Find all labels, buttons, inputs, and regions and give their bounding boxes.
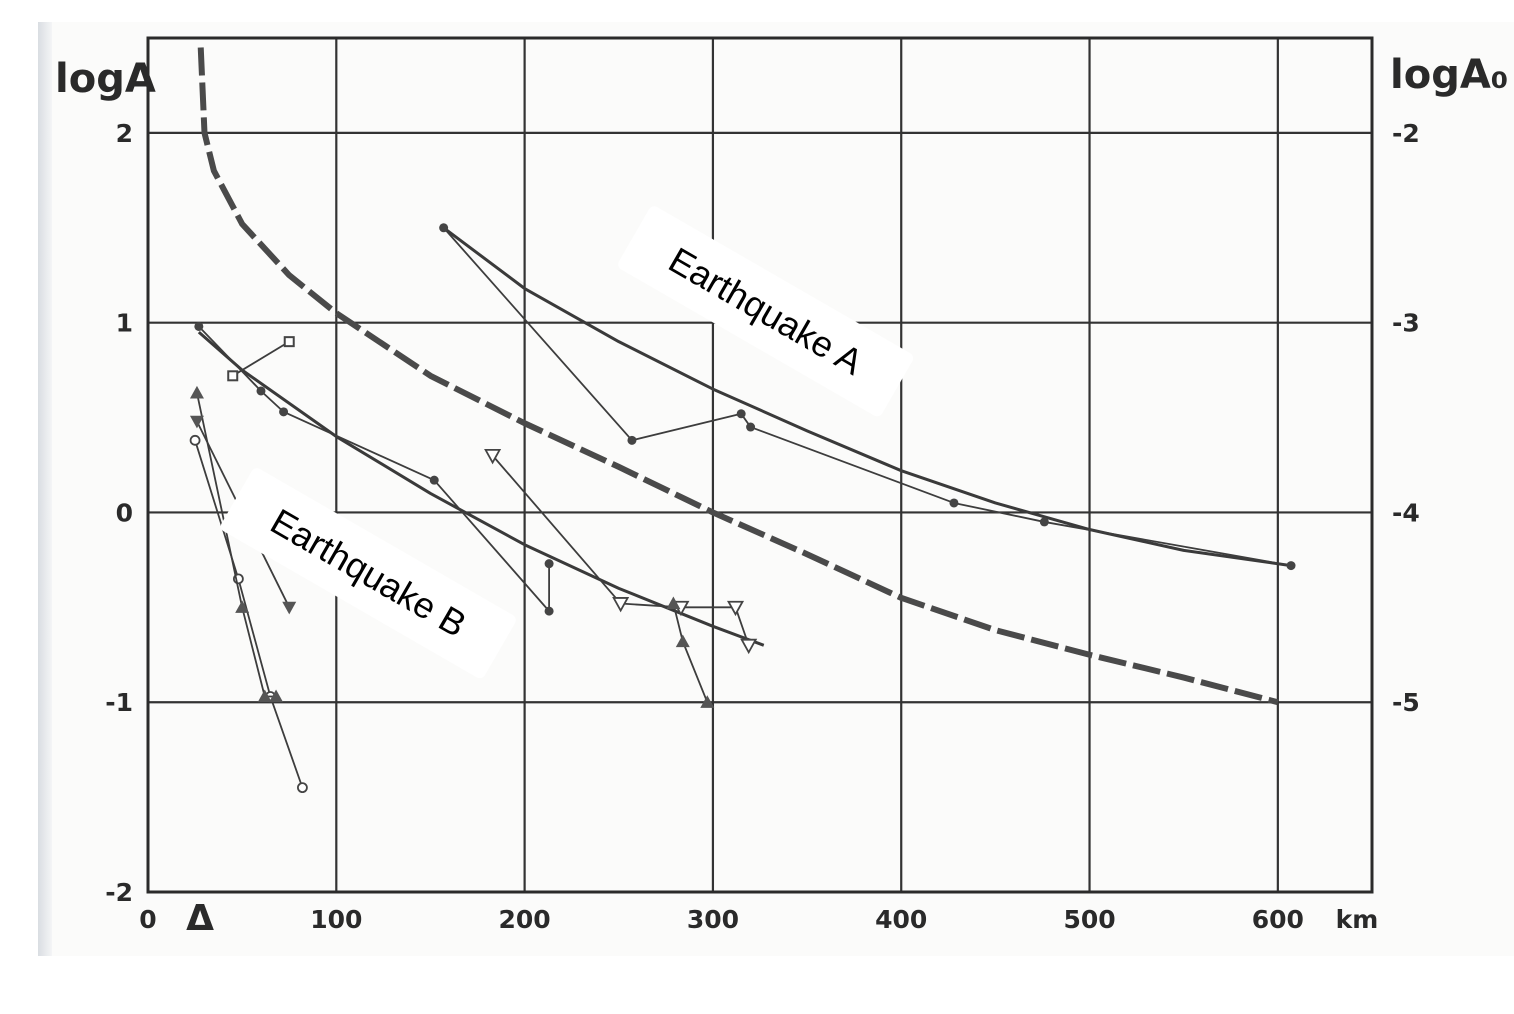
- y-axis-title-right: logA₀: [1390, 52, 1508, 98]
- data-point-open-triangle-down: [612, 597, 630, 613]
- y-tick-label-left: 2: [116, 119, 133, 148]
- fit-curve: [442, 226, 1292, 568]
- plot-border: [146, 36, 1374, 894]
- data-series-group: [439, 223, 1296, 571]
- data-point-triangle: [675, 634, 690, 648]
- data-series-line: [198, 325, 550, 613]
- data-point-circle: [439, 223, 449, 233]
- data-point-triangle-down: [282, 601, 297, 615]
- x-tick-label: 400: [875, 905, 927, 934]
- station-marker-icon: Δ: [186, 898, 214, 939]
- data-point-square: [227, 370, 239, 382]
- data-point-circle: [429, 475, 439, 485]
- data-point-triangle: [235, 600, 250, 613]
- data-point-circle: [544, 559, 554, 569]
- data-series-line: [194, 440, 304, 788]
- data-series-group: [666, 596, 715, 708]
- data-series-group: [227, 336, 295, 382]
- y-tick-label-right: -3: [1392, 309, 1420, 338]
- data-series-line: [232, 340, 290, 377]
- chart-grid: [148, 38, 1372, 892]
- x-tick-label: 100: [310, 905, 362, 934]
- data-point-triangle: [666, 596, 681, 610]
- data-point-open-circle: [297, 782, 308, 794]
- data-point-open-circle: [189, 434, 201, 446]
- paper-edge-shadow: [38, 22, 52, 956]
- data-point-triangle-down: [189, 415, 204, 429]
- x-tick-label: 600: [1252, 905, 1304, 934]
- fit-curve: [197, 331, 765, 647]
- data-point-circle: [746, 422, 756, 432]
- y-tick-label-left: 1: [116, 309, 133, 338]
- y-tick-label-right: -5: [1392, 688, 1420, 717]
- data-point-circle: [194, 321, 204, 331]
- y-tick-label-right: -4: [1392, 498, 1420, 527]
- data-point-circle: [1286, 561, 1296, 571]
- x-tick-label: 500: [1063, 905, 1115, 934]
- y-tick-label-left: -2: [105, 878, 133, 907]
- data-series-group: [194, 321, 554, 616]
- data-series-group: [189, 385, 284, 703]
- data-point-triangle: [269, 689, 284, 703]
- data-point-circle: [1039, 517, 1049, 527]
- fit-curves: [197, 226, 1292, 647]
- data-series: [189, 223, 1296, 794]
- data-series-group: [484, 449, 758, 655]
- data-point-triangle: [700, 695, 715, 708]
- x-tick-label: 300: [687, 905, 739, 934]
- data-point-square: [283, 336, 295, 348]
- data-series-line: [196, 392, 277, 698]
- x-tick-label: 200: [499, 905, 551, 934]
- callout-background: [220, 468, 516, 679]
- y-tick-label-left: 0: [116, 498, 133, 527]
- data-series-line: [491, 454, 750, 646]
- callout-background: [618, 206, 914, 417]
- y-tick-label-left: -1: [105, 688, 133, 717]
- data-point-circle: [949, 498, 959, 508]
- reference-curve: [197, 47, 1279, 706]
- callout: Earthquake B: [220, 468, 516, 679]
- data-point-circle: [279, 407, 289, 417]
- data-point-circle: [544, 606, 554, 616]
- data-point-triangle: [257, 689, 272, 703]
- x-axis-unit: km: [1336, 905, 1379, 934]
- x-tick-label: 0: [139, 905, 156, 934]
- y-axis-title-left: logA: [55, 56, 156, 102]
- data-point-open-triangle-down: [484, 449, 502, 465]
- callout: Earthquake A: [618, 206, 914, 417]
- y-tick-label-right: -2: [1392, 119, 1420, 148]
- chart-frame: [146, 36, 1374, 894]
- data-point-circle: [627, 435, 637, 445]
- callout-label: Earthquake B: [264, 500, 473, 645]
- data-point-circle: [256, 386, 266, 396]
- reference-curve-line: [197, 47, 1279, 706]
- data-point-triangle: [189, 385, 204, 399]
- axis-labels: 0 100 200 300 400 500 600 km 2 1 0 -1 -2 -2 -3 -4 -5 logA…: [55, 52, 1508, 939]
- data-point-open-triangle-down: [726, 600, 745, 617]
- data-point-open-triangle-down: [740, 638, 758, 655]
- data-point-circle: [736, 409, 746, 419]
